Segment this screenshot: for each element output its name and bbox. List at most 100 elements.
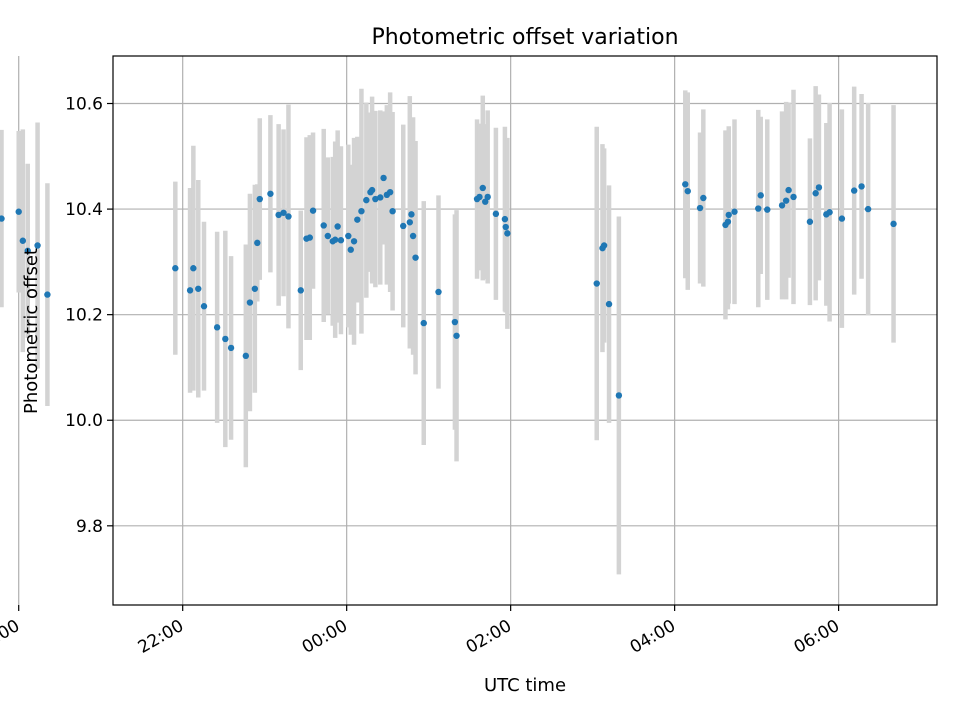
data-point [350,238,358,245]
data-point [186,287,194,294]
data-point [246,299,254,306]
data-point [684,187,691,195]
plot-frame [112,55,938,606]
data-point [44,291,51,298]
data-point [309,207,317,214]
data-point [453,332,460,339]
data-point [213,324,221,331]
data-point [406,219,414,226]
data-point [380,174,387,182]
data-point [696,204,704,212]
data-point [755,205,762,212]
y-tick-label: 9.8 [76,517,103,537]
data-point [285,213,292,220]
y-tick-label: 10.6 [65,95,103,115]
data-point [331,236,339,243]
data-point [682,181,689,188]
data-point [190,265,197,272]
x-tick-label: 02:00 [463,616,515,658]
data-point [400,222,407,230]
data-point [386,188,394,196]
data-point [504,230,511,237]
data-point [815,184,823,191]
data-point [479,184,486,192]
x-axis-label: UTC time [484,675,566,696]
data-point [502,223,509,231]
data-point [724,218,732,225]
data-point [200,303,208,310]
data-point [363,196,370,204]
data-point [806,218,814,225]
data-point [890,220,897,228]
data-point [345,232,352,240]
data-point [782,197,790,204]
data-point [725,211,732,219]
data-point [408,211,415,218]
data-point [412,254,419,261]
data-point [812,190,819,197]
x-tick-label: 00:00 [299,616,351,658]
data-point [615,392,623,399]
data-point [850,187,858,194]
y-tick-label: 10.2 [65,306,103,326]
data-point [337,237,345,244]
y-tick-label: 10.4 [65,200,103,220]
data-point [275,211,282,219]
data-point [347,246,354,253]
x-tick-label: 20:00 [0,616,23,658]
data-point [15,208,22,215]
data-point [320,222,327,229]
data-point [482,198,489,205]
data-point [172,265,179,272]
chart-title: Photometric offset variation [371,25,678,50]
data-point [484,193,491,201]
data-point [280,209,287,216]
data-point [372,195,379,203]
data-point [34,242,41,249]
data-point [389,207,396,215]
data-point [757,192,764,199]
data-point [256,195,263,203]
data-point [764,206,771,213]
data-point [838,215,846,222]
data-point [785,186,792,194]
data-point [778,202,786,209]
data-point [476,193,483,201]
data-point [501,215,509,223]
data-point [368,186,376,194]
data-point [600,242,608,249]
data-point [324,232,332,240]
data-point [251,285,259,292]
data-point [790,193,797,201]
data-point [0,215,5,222]
data-point [267,190,274,197]
data-point [334,223,341,230]
data-point [435,288,442,296]
x-tick-label: 06:00 [791,616,843,658]
data-point [254,239,261,247]
data-point [242,352,250,360]
x-tick-label: 22:00 [135,616,187,658]
data-point [492,210,500,218]
data-point [354,216,361,223]
y-tick-label: 10.0 [65,411,103,431]
data-point [605,300,613,308]
data-point [377,194,384,201]
data-point [731,208,738,215]
data-point [858,183,865,190]
data-point [451,318,459,326]
y-axis-label: Photometric offset [21,248,42,414]
data-point [227,344,235,352]
error-bars [0,86,896,575]
data-point [19,237,27,244]
data-point [409,232,417,240]
data-point [24,247,31,254]
data-point [700,194,707,202]
x-tick-label: 04:00 [627,616,679,658]
data-point [358,207,365,215]
data-points [0,174,897,399]
data-point [593,280,600,287]
data-point [826,209,833,216]
data-point [297,287,304,294]
